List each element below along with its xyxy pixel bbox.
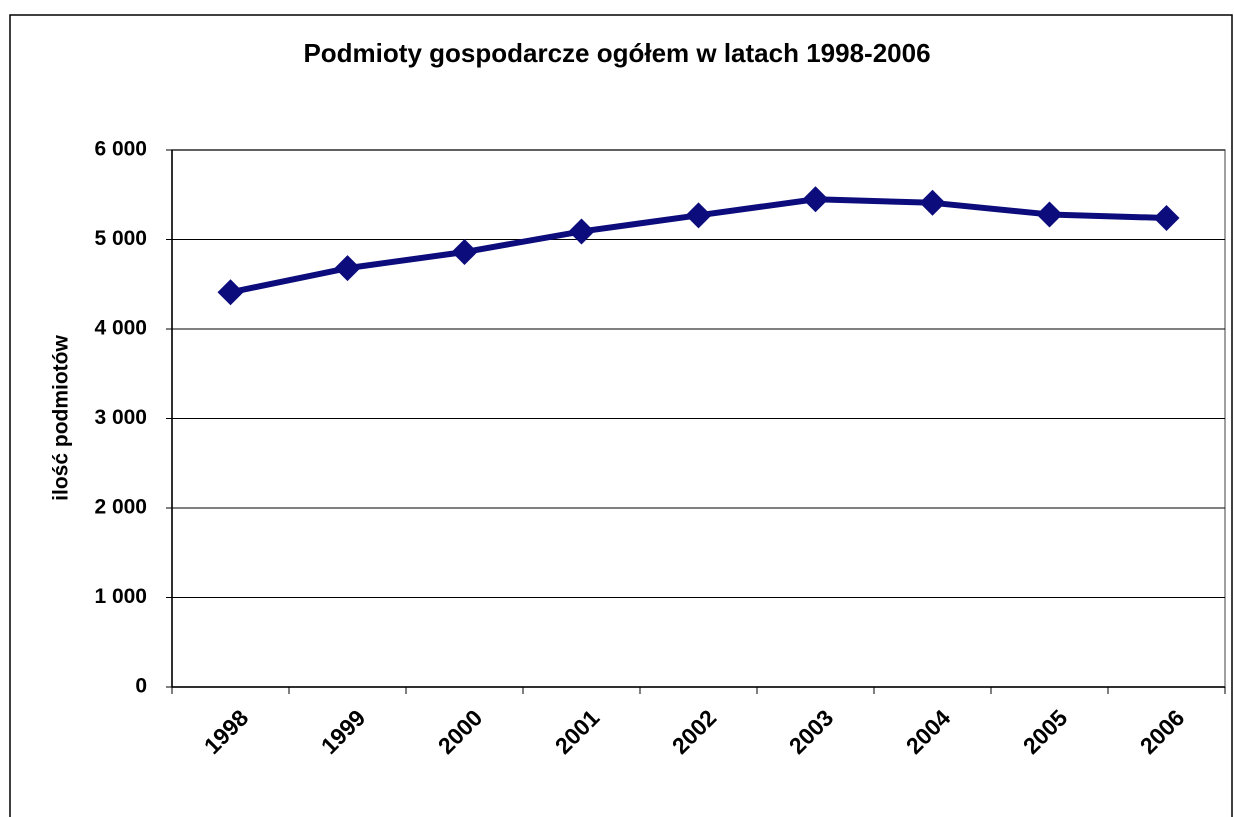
marker — [1153, 205, 1180, 232]
y-tick-label: 3 000 — [94, 406, 147, 429]
marker — [802, 186, 829, 213]
marker — [919, 189, 946, 216]
marker — [217, 279, 244, 306]
marker — [451, 239, 478, 266]
y-axis-label: ilość podmiotów — [50, 335, 73, 501]
marker — [568, 218, 595, 245]
y-tick-label: 4 000 — [94, 317, 147, 340]
y-tick-label: 6 000 — [94, 138, 147, 161]
y-tick-label: 0 — [135, 675, 147, 698]
y-tick-label: 5 000 — [94, 227, 147, 250]
marker — [334, 255, 361, 282]
marker — [1036, 201, 1063, 228]
y-tick-label: 2 000 — [94, 496, 147, 519]
chart-title: Podmioty gospodarcze ogółem w latach 199… — [303, 38, 930, 68]
marker — [685, 202, 712, 229]
y-tick-label: 1 000 — [94, 585, 147, 608]
